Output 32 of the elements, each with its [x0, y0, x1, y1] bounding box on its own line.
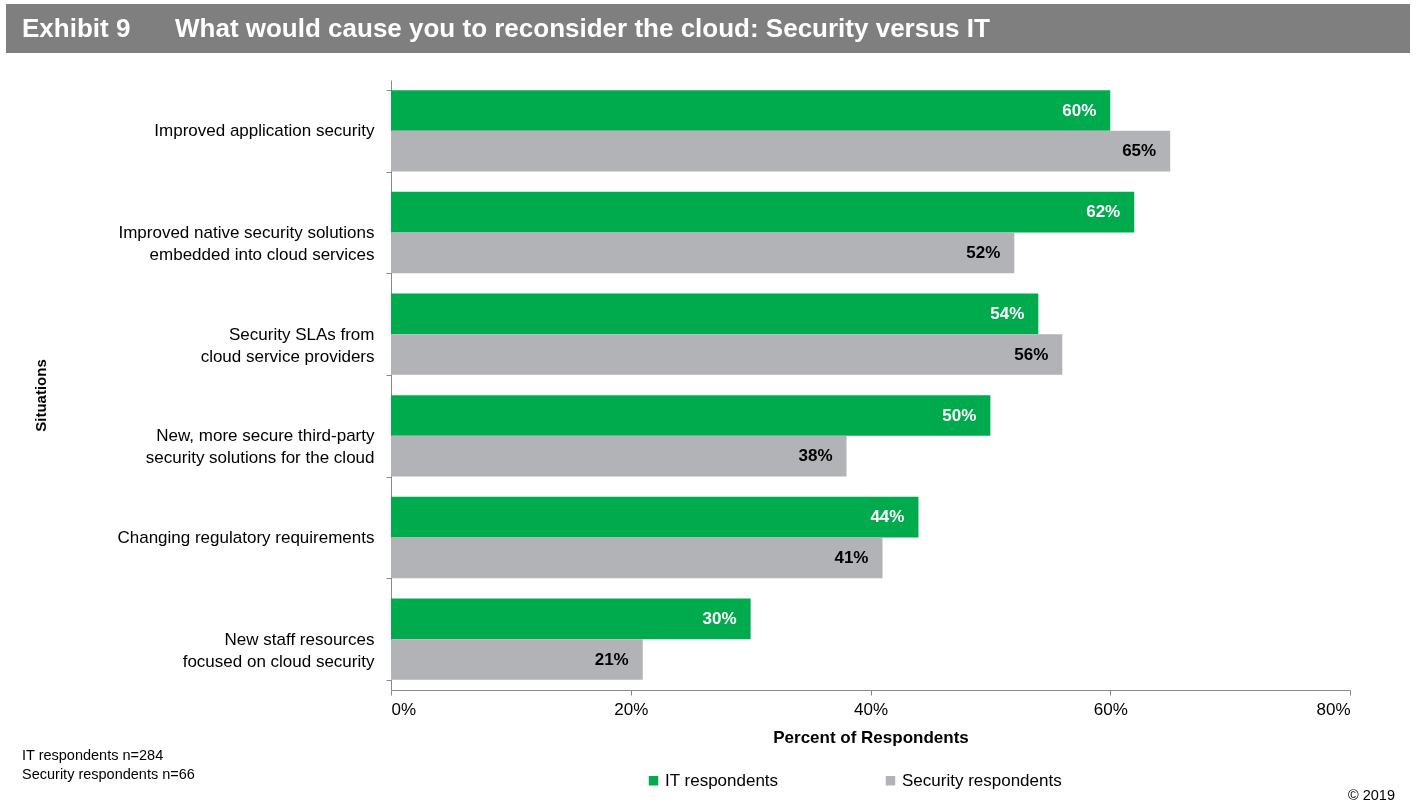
text: © 2019: [1348, 787, 1395, 803]
data-label: 52%: [966, 242, 1001, 262]
y-tick-label: Security SLAs from cloud service providers: [200, 324, 375, 366]
x-tick-label: 60%: [1093, 699, 1128, 719]
data-label: 62%: [1086, 202, 1121, 222]
text: Exhibit 9: [22, 13, 131, 43]
data-label: 41%: [834, 547, 869, 567]
chart-subtitle: What would cause you to reconsider the cloud: Security versus IT: [175, 13, 990, 43]
text: IT respondents n=284: [22, 747, 164, 763]
data-label: 44%: [870, 507, 905, 527]
x-tick-label: 40%: [853, 699, 889, 719]
data-label: 30%: [702, 608, 737, 628]
legend-label: Security respondents: [902, 770, 1062, 790]
y-axis-title: Situations: [31, 359, 49, 432]
legend-label: IT respondents: [665, 770, 779, 790]
data-label: 21%: [594, 649, 629, 669]
data-label: 65%: [1122, 141, 1157, 161]
data-label: 60%: [1062, 100, 1097, 120]
y-tick-label: New, more secure third-party security solutions for the cloud: [145, 426, 375, 468]
data-label: 50%: [942, 405, 977, 425]
data-label: 38%: [798, 446, 833, 466]
x-axis-title: Percent of Respondents: [773, 727, 969, 747]
x-tick-label: 0%: [391, 699, 417, 719]
y-tick-label: Changing regulatory requirements: [117, 528, 375, 547]
data-label: 54%: [990, 303, 1025, 323]
x-tick-label: 20%: [614, 699, 649, 719]
y-tick-label: New staff resources focused on cloud security: [182, 629, 375, 671]
data-label: 56%: [1014, 344, 1049, 364]
x-tick-label: 80%: [1316, 699, 1351, 719]
y-tick-label: Improved application security: [154, 121, 375, 141]
text: Security respondents n=66: [22, 766, 195, 782]
y-tick-label: Improved native security solutions embedded into cloud services: [118, 223, 375, 264]
